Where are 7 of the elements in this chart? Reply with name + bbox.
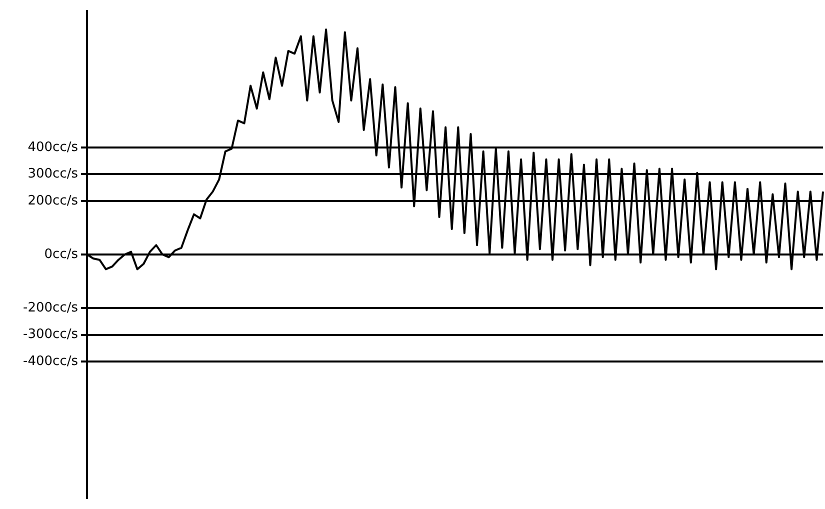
y-tick-label: 200cc/s [28,193,78,208]
y-tick-label: 300cc/s [28,166,78,182]
y-tick-label: -400cc/s [23,354,78,369]
y-tick-label: 0cc/s [44,246,78,262]
y-tick-label: -200cc/s [23,300,78,316]
y-tick-label: -300cc/s [23,327,78,342]
y-tick-label: 400cc/s [28,140,78,155]
